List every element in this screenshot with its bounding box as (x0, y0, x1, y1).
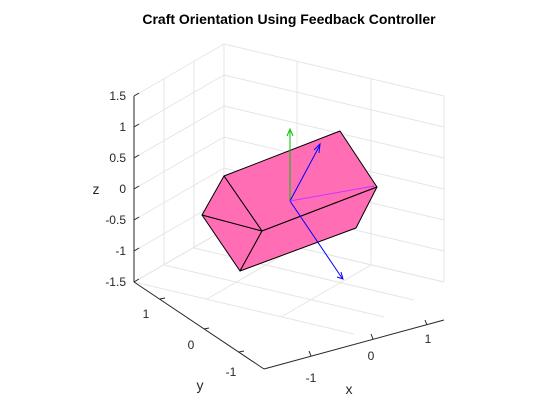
x-axis-line (263, 319, 445, 370)
x-axis-label: x (346, 381, 353, 397)
z-tick-label: 0.5 (109, 151, 126, 165)
z-tick (133, 247, 140, 252)
z-tick (133, 92, 140, 97)
y-tick (159, 297, 166, 300)
y-tick (238, 350, 245, 353)
grid-left-wall (133, 43, 225, 283)
y-axis-line (133, 281, 265, 370)
y-axis-label: y (197, 377, 204, 393)
z-tick-labels: 1.5 1 0.5 0 -0.5 -1 -1.5 (105, 89, 126, 289)
grid-line (133, 105, 225, 159)
arrow-blue-up-shaft (289, 144, 321, 202)
z-tick (133, 278, 140, 283)
grid-line (193, 247, 415, 301)
x-tick-label: -1 (306, 371, 317, 385)
arrow-blue-up-head (313, 142, 321, 154)
z-tick-label: 1.5 (109, 89, 126, 103)
arrow-blue-down-head (336, 271, 344, 280)
grid-line (133, 167, 225, 221)
arrow-blue-down-shaft (289, 200, 343, 279)
body-axes-arrows (286, 127, 375, 280)
grid-line (223, 43, 445, 97)
grid-line (133, 74, 225, 128)
arrow-magenta-shaft (289, 185, 375, 202)
grid-line (133, 229, 225, 283)
x-tick (308, 350, 312, 357)
z-tick (133, 123, 140, 128)
y-tick-labels: 1 0 -1 (143, 307, 237, 379)
z-tick-label: -1.5 (105, 275, 126, 289)
z-tick-label: 1 (119, 120, 126, 134)
y-tick-label: 0 (188, 338, 195, 352)
y-tick (203, 327, 210, 330)
z-tick-label: 0 (119, 182, 126, 196)
grid-line (133, 281, 355, 335)
z-tick-label: -1 (115, 244, 126, 258)
z-tick (133, 154, 140, 159)
grid-line (133, 136, 225, 190)
x-tick-label: 0 (368, 349, 375, 363)
z-tick (133, 216, 140, 221)
grid-line (223, 74, 445, 128)
z-axis-label: z (93, 181, 100, 197)
y-tick-label: 1 (143, 307, 150, 321)
z-tick (133, 185, 140, 190)
y-tick-label: -1 (226, 365, 237, 379)
x-tick-labels: -1 0 1 (306, 332, 432, 385)
arrow-green-head (286, 127, 294, 137)
grid-line (223, 105, 445, 159)
axes (133, 92, 445, 370)
x-tick-label: 1 (425, 332, 432, 346)
z-tick-label: -0.5 (105, 213, 126, 227)
x-tick (370, 333, 374, 340)
box-face-left (201, 175, 263, 232)
x-tick (424, 319, 428, 326)
grid-line (163, 264, 385, 318)
grid-line (133, 43, 225, 97)
chart-title: Craft Orientation Using Feedback Control… (142, 11, 436, 27)
grid-line (280, 264, 372, 318)
